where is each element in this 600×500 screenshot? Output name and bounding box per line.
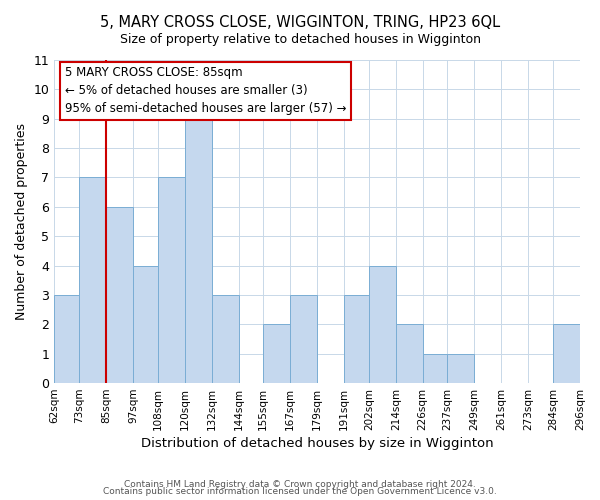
Y-axis label: Number of detached properties: Number of detached properties [15, 123, 28, 320]
Text: Contains public sector information licensed under the Open Government Licence v3: Contains public sector information licen… [103, 487, 497, 496]
Bar [553, 324, 580, 383]
Bar [396, 324, 423, 383]
Bar [344, 295, 369, 383]
Bar [133, 266, 158, 383]
Text: Contains HM Land Registry data © Crown copyright and database right 2024.: Contains HM Land Registry data © Crown c… [124, 480, 476, 489]
Bar [158, 178, 185, 383]
Bar [369, 266, 396, 383]
Bar [79, 178, 106, 383]
Bar [423, 354, 448, 383]
Bar [448, 354, 475, 383]
Bar [212, 295, 239, 383]
Bar [290, 295, 317, 383]
Bar [185, 118, 212, 383]
Text: Size of property relative to detached houses in Wigginton: Size of property relative to detached ho… [119, 32, 481, 46]
X-axis label: Distribution of detached houses by size in Wigginton: Distribution of detached houses by size … [141, 437, 493, 450]
Text: 5, MARY CROSS CLOSE, WIGGINTON, TRING, HP23 6QL: 5, MARY CROSS CLOSE, WIGGINTON, TRING, H… [100, 15, 500, 30]
Bar [263, 324, 290, 383]
Bar [54, 295, 79, 383]
Text: 5 MARY CROSS CLOSE: 85sqm
← 5% of detached houses are smaller (3)
95% of semi-de: 5 MARY CROSS CLOSE: 85sqm ← 5% of detach… [65, 66, 346, 116]
Bar [106, 207, 133, 383]
